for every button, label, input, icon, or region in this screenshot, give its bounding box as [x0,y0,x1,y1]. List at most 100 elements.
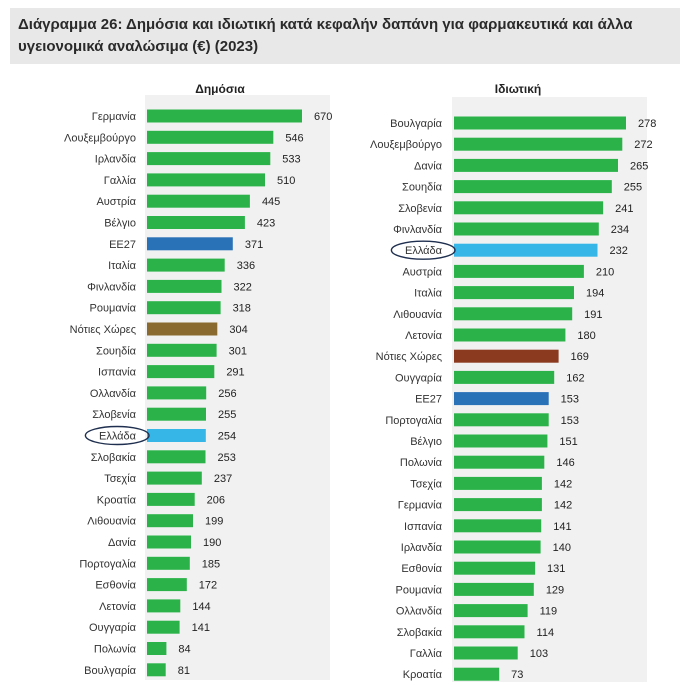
public-23-bar [147,599,181,613]
private-19-category-label: Ισπανία [404,521,443,533]
public-14-bar [147,407,206,421]
public-24-bar [147,620,180,634]
public-17-bar [147,471,202,485]
public-6-category-label: ΕΕ27 [109,239,136,251]
private-4-bar [454,201,604,215]
public-19-bar [147,514,193,528]
private-11-value-label: 169 [571,351,589,363]
private-panel-title: Ιδιωτική [494,82,542,96]
private-10-value-label: 180 [577,330,595,342]
public-13-value-label: 256 [218,388,236,400]
public-10-value-label: 304 [229,324,247,336]
public-2-value-label: 533 [282,154,300,166]
private-23-value-label: 119 [540,606,558,618]
private-9-value-label: 191 [584,309,602,321]
private-7-category-label: Αυστρία [402,266,442,278]
private-21-bar [454,561,536,575]
public-12-category-label: Ισπανία [98,367,137,379]
public-6-bar [147,237,233,251]
private-2-value-label: 265 [630,160,648,172]
private-13-category-label: ΕΕ27 [415,394,442,406]
private-25-value-label: 103 [530,648,548,660]
private-11-category-label: Νότιες Χώρες [376,351,442,363]
private-17-value-label: 142 [554,478,572,490]
private-15-bar [454,434,548,448]
private-11-bar [454,349,559,363]
private-19-value-label: 141 [553,521,571,533]
private-10-bar [454,328,566,342]
private-25-bar [454,646,518,660]
public-9-category-label: Ρουμανία [90,303,137,315]
public-18-bar [147,492,195,506]
public-14-category-label: Σλοβενία [92,409,136,421]
private-22-category-label: Ρουμανία [396,584,443,596]
public-8-bar [147,279,222,293]
public-23-category-label: Λετονία [99,601,137,613]
public-1-bar [147,130,274,144]
public-24-category-label: Ουγγαρία [89,622,137,634]
public-26-category-label: Βουλγαρία [84,665,137,677]
private-9-category-label: Λιθουανία [393,309,442,321]
public-25-value-label: 84 [178,644,190,656]
private-21-category-label: Εσθονία [401,563,442,575]
private-16-value-label: 146 [556,457,574,469]
private-25-category-label: Γαλλία [410,648,443,660]
private-13-bar [454,392,549,406]
public-24-value-label: 141 [192,622,210,634]
public-6-value-label: 371 [245,239,263,251]
private-14-category-label: Πορτογαλία [385,415,442,427]
private-23-bar [454,604,528,618]
private-18-bar [454,498,542,512]
private-12-bar [454,370,555,384]
public-22-category-label: Εσθονία [95,580,136,592]
private-23-category-label: Ολλανδία [396,606,443,618]
private-10-category-label: Λετονία [405,330,443,342]
public-0-category-label: Γερμανία [92,111,137,123]
public-3-value-label: 510 [277,175,295,187]
private-26-bar [454,667,500,681]
public-2-category-label: Ιρλανδία [95,154,137,166]
private-2-bar [454,158,618,172]
private-18-category-label: Γερμανία [398,500,443,512]
private-8-bar [454,286,574,300]
chart-title-line-2: υγειονομικά αναλώσιμα (€) (2023) [18,38,259,55]
public-11-category-label: Σουηδία [96,345,137,357]
private-0-bar [454,116,626,130]
public-23-value-label: 144 [192,601,210,613]
public-26-value-label: 81 [178,665,190,677]
public-11-bar [147,343,217,357]
public-15-bar [147,429,206,442]
private-20-value-label: 140 [553,542,571,554]
public-17-value-label: 237 [214,473,232,485]
private-7-value-label: 210 [596,266,614,278]
public-9-value-label: 318 [233,303,251,315]
public-13-bar [147,386,207,400]
public-0-bar [147,109,302,123]
private-6-highlight-ellipse [390,240,456,260]
private-0-value-label: 278 [638,118,656,130]
public-3-bar [147,173,265,187]
public-15-category-label: Ελλάδα [99,431,137,443]
public-22-value-label: 172 [199,580,217,592]
private-13-value-label: 153 [561,394,579,406]
public-5-value-label: 423 [257,218,275,230]
public-21-category-label: Πορτογαλία [79,558,136,570]
public-5-bar [147,216,245,229]
public-25-bar [147,642,167,655]
private-26-value-label: 73 [511,669,523,681]
public-14-value-label: 255 [218,409,236,421]
private-1-category-label: Λουξεμβούργο [370,139,442,151]
public-5-category-label: Βέλγιο [104,218,136,230]
private-24-value-label: 114 [537,627,555,639]
private-20-category-label: Ιρλανδία [401,542,443,554]
public-21-value-label: 185 [202,558,220,570]
private-6-bar [454,243,598,257]
private-9-bar [454,307,573,321]
chart-title-box: Διάγραμμα 26: Δημόσια και ιδιωτική κατά … [10,8,680,64]
public-1-value-label: 546 [285,132,303,144]
private-24-bar [454,625,525,639]
public-4-bar [147,194,250,208]
chart-title-line-1: Διάγραμμα 26: Δημόσια και ιδιωτική κατά … [18,16,633,33]
private-17-category-label: Τσεχία [410,478,442,490]
